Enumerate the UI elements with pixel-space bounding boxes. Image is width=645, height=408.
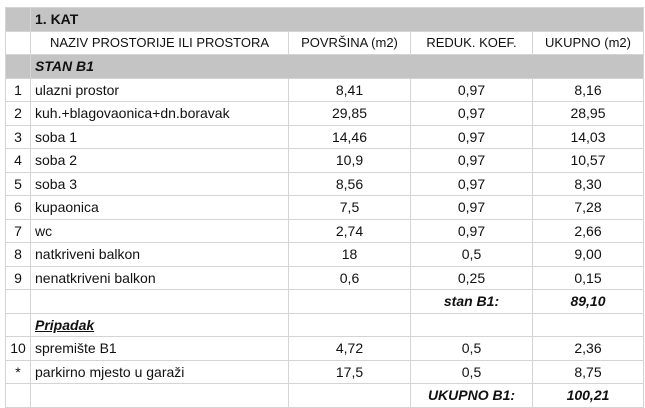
area-value: 8,41 (288, 77, 411, 102)
row-index: 4 (5, 148, 31, 173)
room-name: soba 2 (30, 148, 289, 173)
header-name: NAZIV PROSTORIJE ILI PROSTORA (30, 30, 289, 55)
coef-value: 0,97 (410, 171, 533, 196)
total-value: 14,03 (532, 124, 644, 149)
total-value: 7,28 (532, 195, 644, 220)
area-value: 0,6 (288, 265, 411, 290)
table-row: * parkirno mjesto u garaži 17,5 0,5 8,75 (5, 359, 644, 384)
total-value: 100,21 (532, 383, 644, 408)
area-value: 4,72 (288, 336, 411, 361)
row-index: 3 (5, 124, 31, 149)
section-title: STAN B1 (30, 54, 644, 79)
area-value: 8,56 (288, 171, 411, 196)
room-name: nenatkriveni balkon (30, 265, 289, 290)
header-row: NAZIV PROSTORIJE ILI PROSTORA POVRŠINA (… (5, 30, 644, 55)
section-row: Pripadak (5, 312, 644, 337)
room-name: wc (30, 218, 289, 243)
area-value: 29,85 (288, 101, 411, 126)
coef-value: 0,97 (410, 148, 533, 173)
row-index: 1 (5, 77, 31, 102)
table-row: 8 natkriveni balkon 18 0,5 9,00 (5, 242, 644, 267)
coef-value: 0,97 (410, 77, 533, 102)
section-row: STAN B1 (5, 54, 644, 79)
coef-value: 0,97 (410, 101, 533, 126)
total-value: 2,36 (532, 336, 644, 361)
table-row: 2 kuh.+blagovaonica+dn.boravak 29,85 0,97 28… (5, 101, 644, 126)
row-index: * (5, 359, 31, 384)
room-name: natkriveni balkon (30, 242, 289, 267)
table-row: 9 nenatkriveni balkon 0,6 0,25 0,15 (5, 265, 644, 290)
total-value: 28,95 (532, 101, 644, 126)
row-index: 10 (5, 336, 31, 361)
header-area: POVRŠINA (m2) (288, 30, 411, 55)
coef-value: 0,5 (410, 359, 533, 384)
coef-value: 0,97 (410, 195, 533, 220)
row-index: 9 (5, 265, 31, 290)
total-value: 8,30 (532, 171, 644, 196)
coef-value: 0,25 (410, 265, 533, 290)
table-row: 5 soba 3 8,56 0,97 8,30 (5, 171, 644, 196)
total-value: 9,00 (532, 242, 644, 267)
area-value: 14,46 (288, 124, 411, 149)
coef-value: 0,97 (410, 124, 533, 149)
floor-title: 1. KAT (30, 7, 644, 32)
total-label: stan B1: (410, 289, 533, 314)
total-value: 8,75 (532, 359, 644, 384)
coef-value: 0,5 (410, 336, 533, 361)
room-name: ulazni prostor (30, 77, 289, 102)
area-table: 1. KAT NAZIV PROSTORIJE ILI PROSTORA POV… (5, 7, 644, 408)
total-label: UKUPNO B1: (410, 383, 533, 408)
row-index: 5 (5, 171, 31, 196)
table-row: 3 soba 1 14,46 0,97 14,03 (5, 124, 644, 149)
header-total: UKUPNO (m2) (532, 30, 644, 55)
row-index: 7 (5, 218, 31, 243)
total-value: 2,66 (532, 218, 644, 243)
area-value: 18 (288, 242, 411, 267)
grand-total-row: UKUPNO B1: 100,21 (5, 383, 644, 408)
area-value: 7,5 (288, 195, 411, 220)
row-index: 8 (5, 242, 31, 267)
table-row: 7 wc 2,74 0,97 2,66 (5, 218, 644, 243)
table-row: 10 spremište B1 4,72 0,5 2,36 (5, 336, 644, 361)
area-value: 2,74 (288, 218, 411, 243)
total-value: 0,15 (532, 265, 644, 290)
subtotal-row: stan B1: 89,10 (5, 289, 644, 314)
table-row: 1 ulazni prostor 8,41 0,97 8,16 (5, 77, 644, 102)
room-name: soba 3 (30, 171, 289, 196)
coef-value: 0,5 (410, 242, 533, 267)
room-name: kupaonica (30, 195, 289, 220)
room-name: kuh.+blagovaonica+dn.boravak (30, 101, 289, 126)
total-value: 10,57 (532, 148, 644, 173)
total-value: 89,10 (532, 289, 644, 314)
section-title: Pripadak (30, 312, 289, 337)
area-value: 17,5 (288, 359, 411, 384)
table-row: 6 kupaonica 7,5 0,97 7,28 (5, 195, 644, 220)
row-index: 2 (5, 101, 31, 126)
title-row: 1. KAT (5, 7, 644, 32)
room-name: parkirno mjesto u garaži (30, 359, 289, 384)
header-coef: REDUK. KOEF. (410, 30, 533, 55)
row-index: 6 (5, 195, 31, 220)
area-value: 10,9 (288, 148, 411, 173)
room-name: soba 1 (30, 124, 289, 149)
coef-value: 0,97 (410, 218, 533, 243)
table-row: 4 soba 2 10,9 0,97 10,57 (5, 148, 644, 173)
room-name: spremište B1 (30, 336, 289, 361)
total-value: 8,16 (532, 77, 644, 102)
